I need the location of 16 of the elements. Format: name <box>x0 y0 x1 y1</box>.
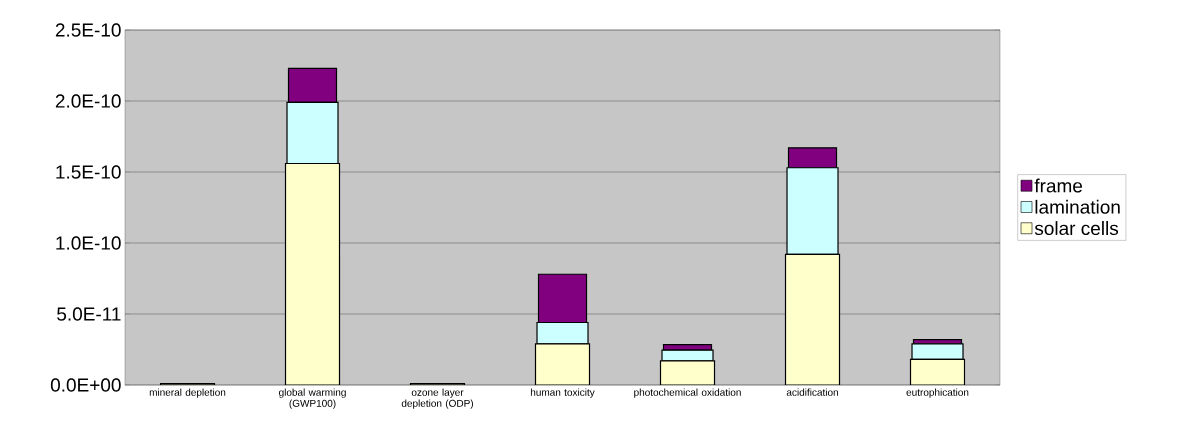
y-tick-label: 5.0E-11 <box>57 307 121 321</box>
y-tick-label: 0.0E+00 <box>50 378 121 392</box>
x-tick-label: global warming (GWP100) <box>279 388 346 409</box>
legend-label: frame <box>1034 178 1083 193</box>
y-tick-label: 2.0E-10 <box>55 94 121 108</box>
x-tick-label: acidification <box>786 388 838 396</box>
legend-label: lamination <box>1035 199 1120 214</box>
legend-label: solar cells <box>1034 221 1119 236</box>
x-tick-label: mineral depletion <box>149 388 226 398</box>
x-tick-label: ozone layer depletion (ODP) <box>401 388 473 409</box>
y-tick-label: 1.0E-10 <box>56 236 121 250</box>
y-tick-label: 2.5E-10 <box>55 23 121 37</box>
y-tick-label: 1.5E-10 <box>56 165 121 179</box>
x-tick-label: human toxicity <box>530 388 595 398</box>
x-tick-label: photochemical oxidation <box>634 388 741 398</box>
x-tick-label: eutrophication <box>906 388 969 398</box>
